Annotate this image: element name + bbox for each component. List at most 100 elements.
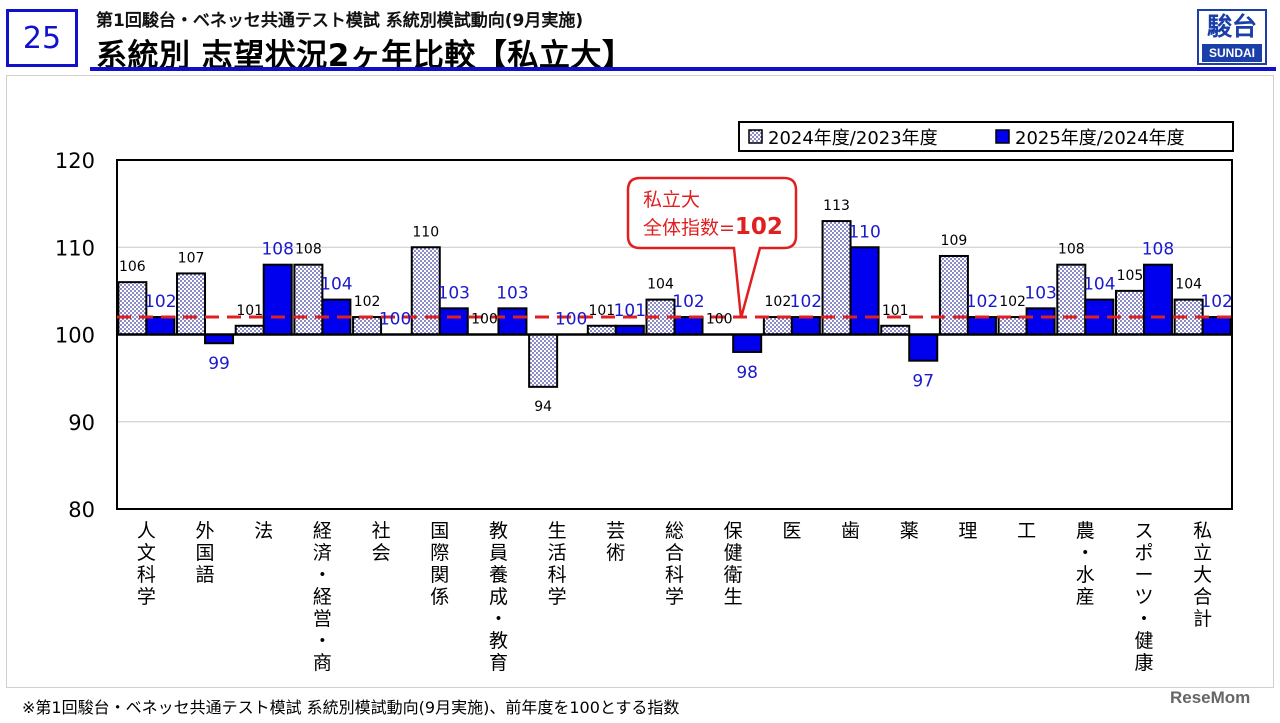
sundai-logo: 駿台 SUNDAI <box>1197 9 1267 65</box>
bar-2024 <box>176 272 207 336</box>
category-label-char: 合 <box>1193 586 1212 608</box>
category-label-char: 経 <box>313 586 332 608</box>
bar-2024 <box>117 281 148 336</box>
category-label-char: 文 <box>137 542 156 564</box>
value-label-2025: 97 <box>912 372 934 392</box>
value-label-2024: 102 <box>765 294 792 310</box>
legend-label-2025: 2025年度/2024年度 <box>1015 128 1185 149</box>
category-label-char: 歯 <box>841 520 860 542</box>
y-tick-label: 100 <box>55 324 95 348</box>
value-label-2025: 104 <box>1083 275 1115 295</box>
category-label-char: 法 <box>254 520 273 542</box>
category-label-char: 大 <box>1193 564 1212 586</box>
category-label-char: 薬 <box>900 520 919 542</box>
value-label-2025: 110 <box>848 222 880 242</box>
category-label-char: 人 <box>137 520 156 542</box>
y-tick-label: 120 <box>55 149 95 173</box>
value-label-2025: 108 <box>261 240 293 260</box>
category-label-char: ・ <box>313 630 332 652</box>
category-label-char: 健 <box>724 542 743 564</box>
category-label-char: 科 <box>137 564 156 586</box>
content-frame <box>6 75 1274 688</box>
annotation-line1: 私立大 <box>643 189 700 211</box>
value-label-2025: 102 <box>966 292 998 312</box>
bar-2024 <box>528 333 559 388</box>
bar-2024 <box>938 254 969 336</box>
value-label-2024: 106 <box>119 259 146 275</box>
y-tick-label: 110 <box>55 236 95 260</box>
value-label-2024: 107 <box>178 250 205 266</box>
category-label-char: ・ <box>1076 542 1095 564</box>
value-label-2024: 100 <box>706 312 733 328</box>
category-label-char: 語 <box>196 564 215 586</box>
category-label-char: 水 <box>1076 564 1095 586</box>
annotation-value: 102 <box>735 214 783 240</box>
footnote: ※第1回駿台・ベネッセ共通テスト模試 系統別模試動向(9月実施)、前年度を100… <box>22 698 680 717</box>
category-label-char: 経 <box>313 520 332 542</box>
value-label-2024: 101 <box>882 303 909 319</box>
value-label-2025: 104 <box>320 275 352 295</box>
category-label-char: 学 <box>137 586 156 608</box>
category-label-char: 保 <box>724 520 743 542</box>
bar-2024 <box>997 316 1028 336</box>
category-label-char: 会 <box>372 542 391 564</box>
value-label-2025: 102 <box>672 292 704 312</box>
value-label-2025: 101 <box>614 301 646 321</box>
value-label-2025: 108 <box>1142 240 1174 260</box>
category-label-char: 学 <box>665 586 684 608</box>
category-label-char: 学 <box>548 586 567 608</box>
category-label-char: ー <box>1134 564 1153 586</box>
bar-2025 <box>908 333 939 362</box>
bar-2025 <box>614 324 645 336</box>
category-label-char: 健 <box>1134 630 1153 652</box>
legend-box <box>738 121 1234 152</box>
bar-2025 <box>497 307 528 336</box>
category-label-char: 教 <box>489 520 508 542</box>
value-label-2024: 105 <box>1117 268 1144 284</box>
y-tick-label: 90 <box>68 411 95 435</box>
category-label-char: 合 <box>665 542 684 564</box>
bar-2024 <box>293 263 324 336</box>
bar-2025 <box>732 333 763 353</box>
category-label-char: 医 <box>782 520 801 542</box>
y-tick-label: 80 <box>68 498 95 522</box>
bar-2025 <box>1201 316 1232 336</box>
value-label-2024: 94 <box>534 399 552 415</box>
category-label-char: 計 <box>1193 608 1212 630</box>
value-label-2025: 100 <box>379 310 411 330</box>
category-label-char: 営 <box>313 608 332 630</box>
category-label-char: 国 <box>430 520 449 542</box>
value-label-2025: 102 <box>1200 292 1232 312</box>
bar-2024 <box>352 316 383 336</box>
value-label-2024: 113 <box>823 198 850 214</box>
bar-2024 <box>1114 289 1145 336</box>
value-label-2024: 102 <box>354 294 381 310</box>
category-label-char: 私 <box>1193 520 1212 542</box>
value-label-2024: 109 <box>941 233 968 249</box>
bar-2024 <box>410 246 441 336</box>
bar-2025 <box>1025 307 1056 336</box>
value-label-2024: 104 <box>647 277 674 293</box>
bar-2024 <box>1056 263 1087 336</box>
category-label-char: 生 <box>548 520 567 542</box>
category-label-char: 科 <box>548 564 567 586</box>
category-label-char: 術 <box>606 542 625 564</box>
bar-2024 <box>586 324 617 336</box>
category-label-char: 商 <box>313 652 332 674</box>
bar-2025 <box>790 316 821 336</box>
category-label-char: 社 <box>372 520 391 542</box>
category-label-char: 生 <box>724 586 743 608</box>
category-label-char: 外 <box>196 520 215 542</box>
value-label-2024: 104 <box>1175 277 1202 293</box>
annotation-prefix: 全体指数= <box>643 217 735 239</box>
category-label-char: ス <box>1134 520 1153 542</box>
category-label-char: 際 <box>430 542 449 564</box>
value-label-2025: 100 <box>555 310 587 330</box>
bar-2025 <box>673 316 704 336</box>
bar-2024 <box>762 316 793 336</box>
value-label-2024: 110 <box>412 224 439 240</box>
annotation-callout <box>626 176 798 319</box>
category-label-char: ・ <box>489 608 508 630</box>
page-number: 25 <box>6 9 78 67</box>
